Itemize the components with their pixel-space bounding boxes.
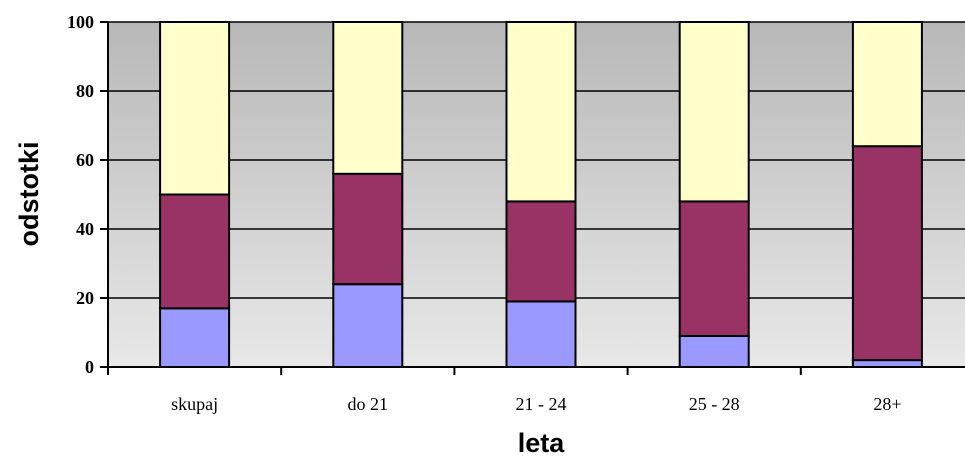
x-tick-labels: skupaj do 21 21 - 24 25 - 28 28+ <box>171 394 901 414</box>
bars <box>159 21 923 369</box>
y-tick-labels: 0 20 40 60 80 100 <box>67 12 94 377</box>
bar-segment-0-2 <box>159 21 231 196</box>
bar-segment-4-0 <box>851 359 923 369</box>
x-tick-label-4: 28+ <box>873 394 901 414</box>
bar-segment-1-1 <box>332 172 404 286</box>
bar-segment-3-1 <box>678 200 750 337</box>
bar-segment-4-2 <box>851 21 923 148</box>
y-axis-title: odstotki <box>14 142 44 247</box>
x-axis-title: leta <box>518 428 566 458</box>
bar-segment-3-2 <box>678 21 750 203</box>
x-tick-label-2: 21 - 24 <box>516 394 567 414</box>
axes <box>100 21 965 375</box>
bar-segment-4-1 <box>851 145 923 362</box>
y-tick-label-20: 20 <box>76 288 94 308</box>
bar-segment-2-0 <box>505 300 577 369</box>
x-tick-label-1: do 21 <box>348 394 389 414</box>
y-tick-label-80: 80 <box>76 81 94 101</box>
y-tick-label-40: 40 <box>76 219 94 239</box>
y-tick-label-100: 100 <box>67 12 94 32</box>
bar-segment-0-1 <box>159 193 231 310</box>
bar-segment-1-0 <box>332 283 404 369</box>
y-tick-label-60: 60 <box>76 150 94 170</box>
bar-segment-2-2 <box>505 21 577 203</box>
x-tick-label-0: skupaj <box>171 394 218 414</box>
bar-segment-0-0 <box>159 307 231 369</box>
bar-segment-3-0 <box>678 334 750 369</box>
bar-segment-2-1 <box>505 200 577 303</box>
y-tick-label-0: 0 <box>85 357 94 377</box>
bar-segment-1-2 <box>332 21 404 175</box>
x-tick-label-3: 25 - 28 <box>689 394 740 414</box>
